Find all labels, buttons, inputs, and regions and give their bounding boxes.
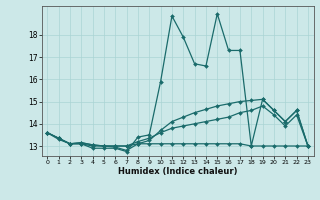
X-axis label: Humidex (Indice chaleur): Humidex (Indice chaleur) <box>118 167 237 176</box>
